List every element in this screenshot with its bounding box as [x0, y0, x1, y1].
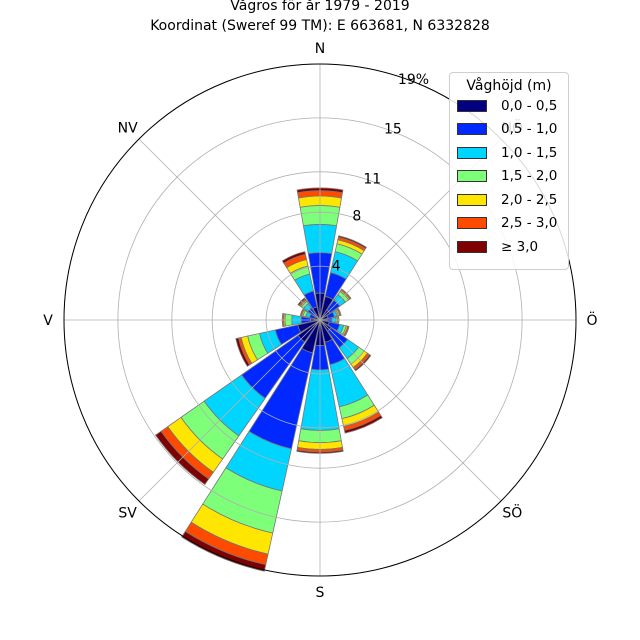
direction-label: V	[43, 313, 53, 329]
legend-label: 2,5 - 3,0	[501, 215, 558, 232]
direction-label: N	[315, 41, 325, 57]
direction-label: NV	[118, 121, 138, 137]
bar-segment	[181, 530, 267, 572]
polar-grid	[63, 63, 577, 577]
direction-label: Ö	[586, 311, 597, 329]
legend-item: 2,0 - 2,5	[450, 188, 568, 212]
sector-SSÖ	[319, 319, 383, 434]
grid-spoke	[319, 319, 502, 502]
legend-label: 1,5 - 2,0	[501, 168, 558, 185]
chart-title: Vågros för år 1979 - 2019	[230, 0, 410, 14]
sector-ÖSÖ	[319, 319, 350, 337]
outer-frame	[63, 63, 577, 577]
grid-spoke	[138, 319, 321, 502]
radial-tick-label: 4	[332, 259, 341, 275]
legend-swatch	[457, 217, 487, 230]
bar-segment	[354, 354, 372, 372]
legend-swatch	[457, 240, 487, 253]
bar-segment	[296, 449, 344, 454]
legend-item: 2,5 - 3,0	[450, 212, 568, 236]
rose-sectors	[154, 187, 383, 572]
sector-SSV	[181, 319, 321, 572]
radial-tick-label: 8	[352, 209, 361, 225]
bar-segment	[281, 313, 284, 327]
legend-item: ≥ 3,0	[450, 235, 568, 259]
sector-NNÖ	[319, 235, 367, 321]
bar-segment	[337, 235, 367, 249]
legend-item: 1,0 - 1,5	[450, 141, 568, 165]
legend-item: 0,0 - 0,5	[450, 94, 568, 118]
radial-tick-label: 19%	[398, 72, 429, 88]
bar-segment	[235, 337, 251, 367]
direction-labels: NÖSÖSSVVNVNÖ	[43, 41, 597, 601]
legend-label: 0,5 - 1,0	[501, 121, 558, 138]
legend-swatch	[457, 193, 487, 206]
legend-label: 0,0 - 0,5	[501, 97, 558, 114]
legend-swatch	[457, 123, 487, 136]
legend-item: 1,5 - 2,0	[450, 165, 568, 189]
legend-label: 2,0 - 2,5	[501, 191, 558, 208]
legend-item: 0,5 - 1,0	[450, 118, 568, 142]
bar-segment	[281, 251, 306, 264]
legend-label: ≥ 3,0	[501, 238, 539, 255]
chart-legend: Våghöjd (m) 0,0 - 0,5 0,5 - 1,0 1,0 - 1,5 1…	[449, 72, 569, 270]
sector-VNV	[299, 308, 321, 321]
radial-tick-labels: 4 8 11 15 19%	[332, 72, 429, 275]
sector-NNV	[281, 251, 321, 321]
legend-swatch	[457, 170, 487, 183]
radial-tick-label: 11	[363, 171, 381, 187]
radial-tick-label: 15	[384, 122, 402, 138]
direction-label: SV	[118, 505, 137, 521]
legend-label: 1,0 - 1,5	[501, 144, 558, 161]
legend-title: Våghöjd (m)	[466, 78, 552, 94]
grid-spoke	[138, 138, 321, 321]
chart-subtitle: Koordinat (Sweref 99 TM): E 663681, N 63…	[150, 18, 490, 34]
legend-items: 0,0 - 0,5 0,5 - 1,0 1,0 - 1,5 1,5 - 2,0 2,0 …	[450, 94, 568, 259]
direction-label: S	[316, 585, 325, 601]
direction-label: SÖ	[502, 503, 522, 521]
legend-swatch	[457, 146, 487, 159]
legend-swatch	[457, 99, 487, 112]
bar-segment	[344, 414, 383, 434]
